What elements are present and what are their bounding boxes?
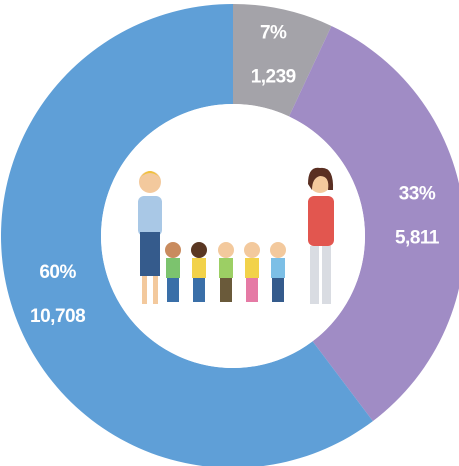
percent-label: 33% — [399, 184, 436, 205]
icon — [310, 246, 319, 304]
value-label: 10,708 — [30, 306, 85, 327]
labels: 7% 1,239 33% 5,811 60% 10,708 — [30, 22, 440, 326]
donut-segment — [233, 4, 332, 117]
illustration — [138, 167, 334, 304]
icon — [308, 167, 334, 190]
donut-segment — [289, 25, 459, 422]
percent-label: 7% — [260, 22, 287, 43]
value-label: 1,239 — [251, 66, 296, 87]
icon — [138, 196, 162, 236]
icon — [165, 242, 286, 302]
icon — [308, 196, 334, 246]
icon — [153, 276, 158, 304]
icon — [139, 171, 161, 193]
percent-label: 60% — [39, 262, 76, 283]
donut-segment — [1, 4, 373, 466]
icon — [322, 246, 331, 304]
icon — [140, 232, 160, 276]
value-label: 5,811 — [395, 228, 440, 249]
segments — [1, 4, 459, 466]
icon — [142, 276, 147, 304]
icon — [139, 171, 161, 180]
